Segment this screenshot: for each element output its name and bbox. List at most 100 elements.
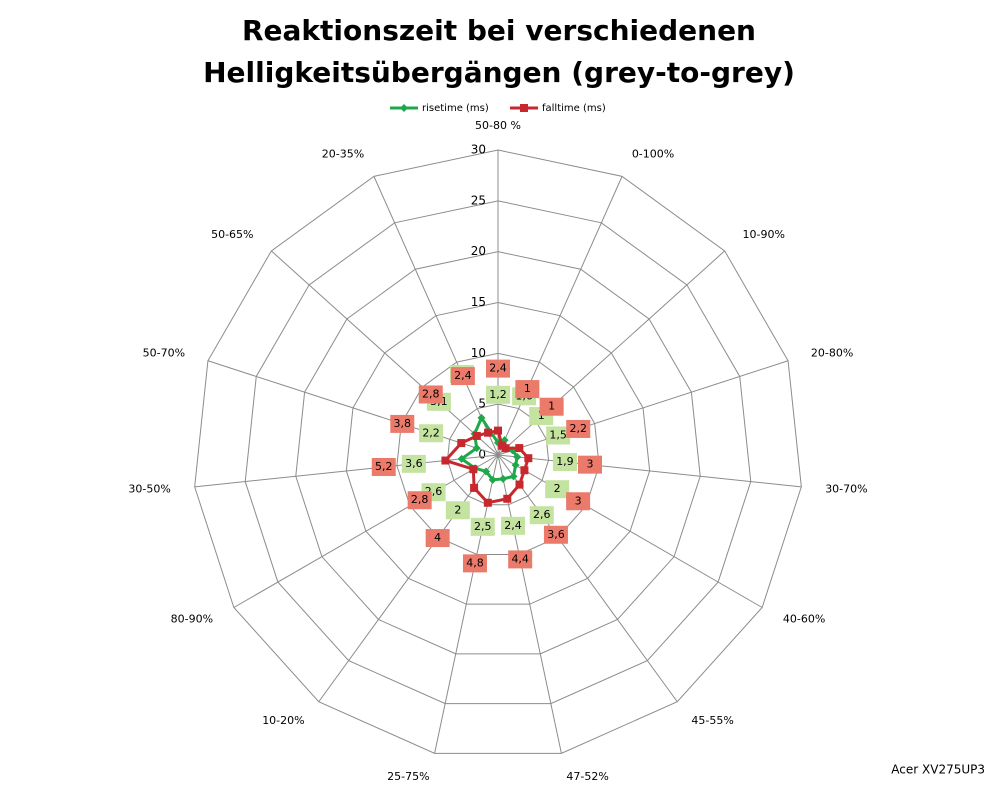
category-label: 20-80% (811, 346, 853, 359)
data-label-box (418, 385, 443, 404)
data-label: 1,2 (486, 385, 510, 404)
data-label-box (529, 506, 554, 525)
r-tick-label: 0 (478, 448, 486, 462)
marker (509, 472, 518, 481)
grid-ring (345, 301, 651, 605)
marker (483, 498, 492, 507)
marker (441, 456, 450, 465)
data-label-text: 3,8 (394, 417, 412, 430)
marker (503, 494, 512, 503)
spoke (497, 454, 562, 754)
data-label: 2 (445, 501, 470, 520)
data-label-text: 2,8 (411, 493, 429, 506)
marker (457, 439, 466, 448)
spoke (207, 360, 499, 456)
data-label-box (566, 492, 591, 511)
marker (501, 444, 510, 453)
data-label: 4,8 (462, 554, 487, 573)
data-label: 3 (577, 455, 602, 474)
marker (513, 453, 522, 462)
r-tick-label: 20 (471, 244, 486, 258)
marker (482, 467, 491, 476)
data-label-text: 2,5 (474, 520, 492, 533)
grid-ring (194, 149, 802, 754)
data-label-box (445, 501, 470, 520)
marker (499, 474, 508, 483)
category-label: 20-35% (322, 147, 364, 160)
data-label-box (577, 455, 602, 474)
r-tick-label: 5 (478, 397, 486, 411)
data-label-text: 1 (524, 382, 531, 395)
data-label-text: 2,2 (569, 422, 587, 435)
data-label-box (371, 458, 396, 477)
data-label: 3,8 (390, 414, 415, 433)
data-label: 2,5 (470, 517, 495, 536)
data-label-box (390, 414, 415, 433)
category-label: 45-55% (691, 714, 733, 727)
category-label: 0-100% (632, 147, 674, 160)
data-label: 2,4 (450, 367, 475, 386)
r-tick-label: 15 (471, 295, 486, 309)
category-label: 50-65% (211, 228, 253, 241)
data-label-text: 3,6 (547, 528, 565, 541)
category-label: 30-50% (128, 482, 170, 495)
category-label: 10-90% (742, 228, 784, 241)
marker (520, 466, 529, 475)
marker (477, 413, 486, 422)
r-tick-label: 25 (471, 193, 486, 207)
data-label-text: 4,4 (511, 552, 529, 565)
data-label-box (508, 550, 533, 569)
marker (472, 444, 481, 453)
data-label-box (515, 380, 540, 399)
legend-marker (520, 104, 528, 112)
data-label-box (543, 525, 568, 544)
legend-label: risetime (ms) (422, 103, 489, 114)
data-label: 4,4 (508, 550, 533, 569)
data-label-box (545, 480, 570, 499)
spoke (318, 454, 499, 703)
grid-ring (396, 352, 600, 555)
legend-label: falltime (ms) (542, 103, 606, 114)
data-label: 5,2 (371, 458, 396, 477)
spoke (497, 454, 763, 608)
data-label-text: 2,8 (422, 387, 440, 400)
data-label: 2,8 (407, 491, 432, 510)
data-label-box (486, 359, 510, 378)
data-label: 1 (539, 397, 564, 416)
marker (469, 465, 478, 474)
data-label-box (470, 517, 495, 536)
marker (511, 461, 520, 470)
data-label: 4 (425, 529, 450, 548)
marker (515, 480, 524, 489)
data-label-box (539, 397, 564, 416)
grid-ring (295, 251, 701, 655)
chart-title: Reaktionszeit bei verschiedenen Helligke… (203, 14, 795, 89)
data-label-text: 5,2 (375, 460, 393, 473)
series-line (442, 428, 531, 505)
category-label: 47-52% (566, 770, 608, 783)
category-label: 40-60% (783, 613, 825, 626)
grid-ring (244, 200, 752, 705)
r-tick-label: 30 (471, 143, 486, 157)
spoke (497, 454, 802, 488)
marker (524, 454, 533, 463)
data-label-text: 3 (586, 458, 593, 471)
data-label-box (407, 491, 432, 510)
data-label: 2,4 (486, 359, 510, 378)
data-label-box (552, 453, 577, 472)
category-label: 50-80 % (475, 119, 521, 132)
data-label-box (501, 516, 526, 535)
data-label-box (566, 419, 591, 438)
marker (472, 431, 481, 440)
marker (470, 483, 479, 492)
marker (515, 444, 524, 453)
data-label-box (401, 454, 426, 473)
data-label-box (425, 529, 450, 548)
spoke (233, 454, 499, 608)
data-label-box (462, 554, 487, 573)
data-label: 1,9 (552, 453, 577, 472)
data-label-text: 2 (554, 482, 561, 495)
data-label-box (450, 367, 475, 386)
